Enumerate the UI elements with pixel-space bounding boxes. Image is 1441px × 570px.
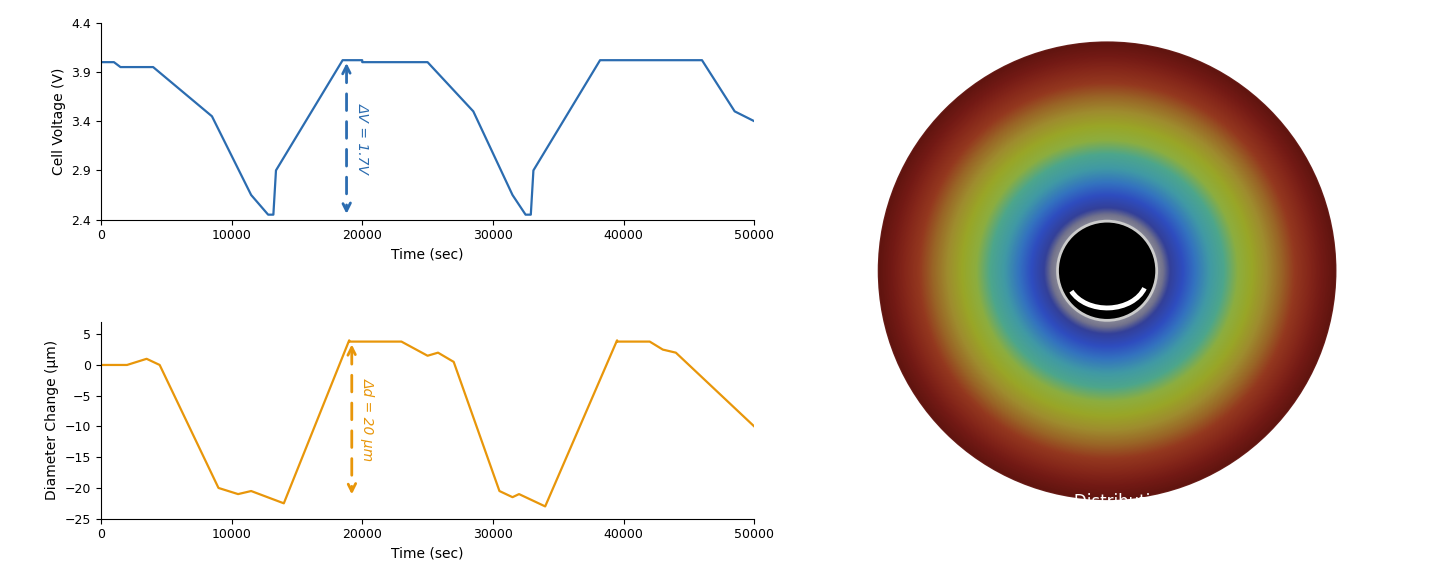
X-axis label: Time (sec): Time (sec) [392, 248, 464, 262]
Y-axis label: Diameter Change (μm): Diameter Change (μm) [45, 340, 59, 500]
Text: Internal Pressure Distribution at 100% SOC: Internal Pressure Distribution at 100% S… [928, 493, 1285, 511]
Circle shape [1058, 221, 1157, 320]
Y-axis label: Cell Voltage (V): Cell Voltage (V) [52, 67, 66, 175]
Text: ΔV = 1.7V: ΔV = 1.7V [356, 103, 370, 174]
Text: Δd = 20 μm: Δd = 20 μm [360, 378, 375, 461]
X-axis label: Time (sec): Time (sec) [392, 547, 464, 561]
